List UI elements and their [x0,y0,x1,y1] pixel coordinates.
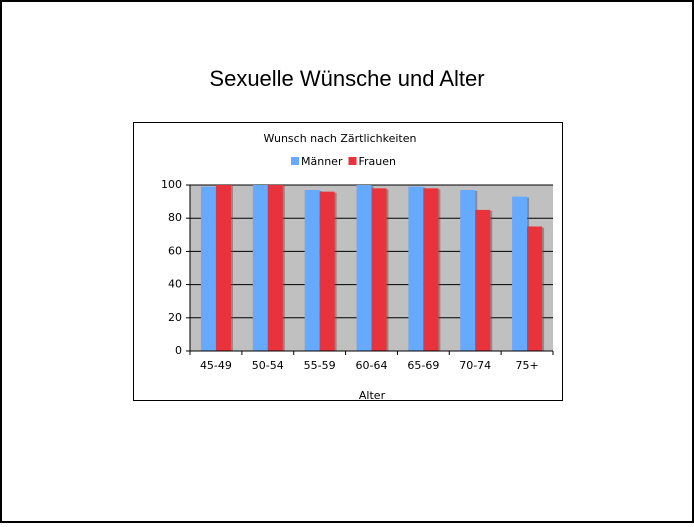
legend-swatch [291,157,299,165]
legend-label: Männer [301,155,343,168]
x-tick-label: 70-74 [459,359,491,372]
y-tick-label: 60 [168,244,182,257]
bar [460,189,476,351]
legend-swatch [348,157,357,165]
x-tick-label: 45-49 [200,359,232,372]
y-tick-label: 100 [161,178,182,191]
bar [475,209,491,351]
y-tick-label: 80 [168,211,182,224]
bar [356,185,372,351]
bar [371,188,387,351]
y-tick-label: 20 [168,311,182,324]
bar [215,185,231,351]
y-tick-label: 0 [175,344,182,357]
bar [408,186,424,351]
bar [319,191,335,351]
x-tick-label: 75+ [515,359,538,372]
bar [267,185,283,351]
x-tick-label: 50-54 [252,359,284,372]
bar [527,226,543,351]
legend-label: Frauen [358,155,396,168]
chart-title: Wunsch nach Zärtlichkeiten [263,132,416,145]
bar [304,189,320,351]
bar [423,188,439,351]
slide-title: Sexuelle Wünsche und Alter [209,66,484,91]
x-tick-label: 55-59 [304,359,336,372]
y-tick-label: 40 [168,278,182,291]
bar [512,196,528,351]
x-axis-title: Alter [359,389,386,402]
bar [252,185,268,351]
x-tick-label: 65-69 [407,359,439,372]
x-tick-label: 60-64 [356,359,388,372]
bar [200,186,216,351]
